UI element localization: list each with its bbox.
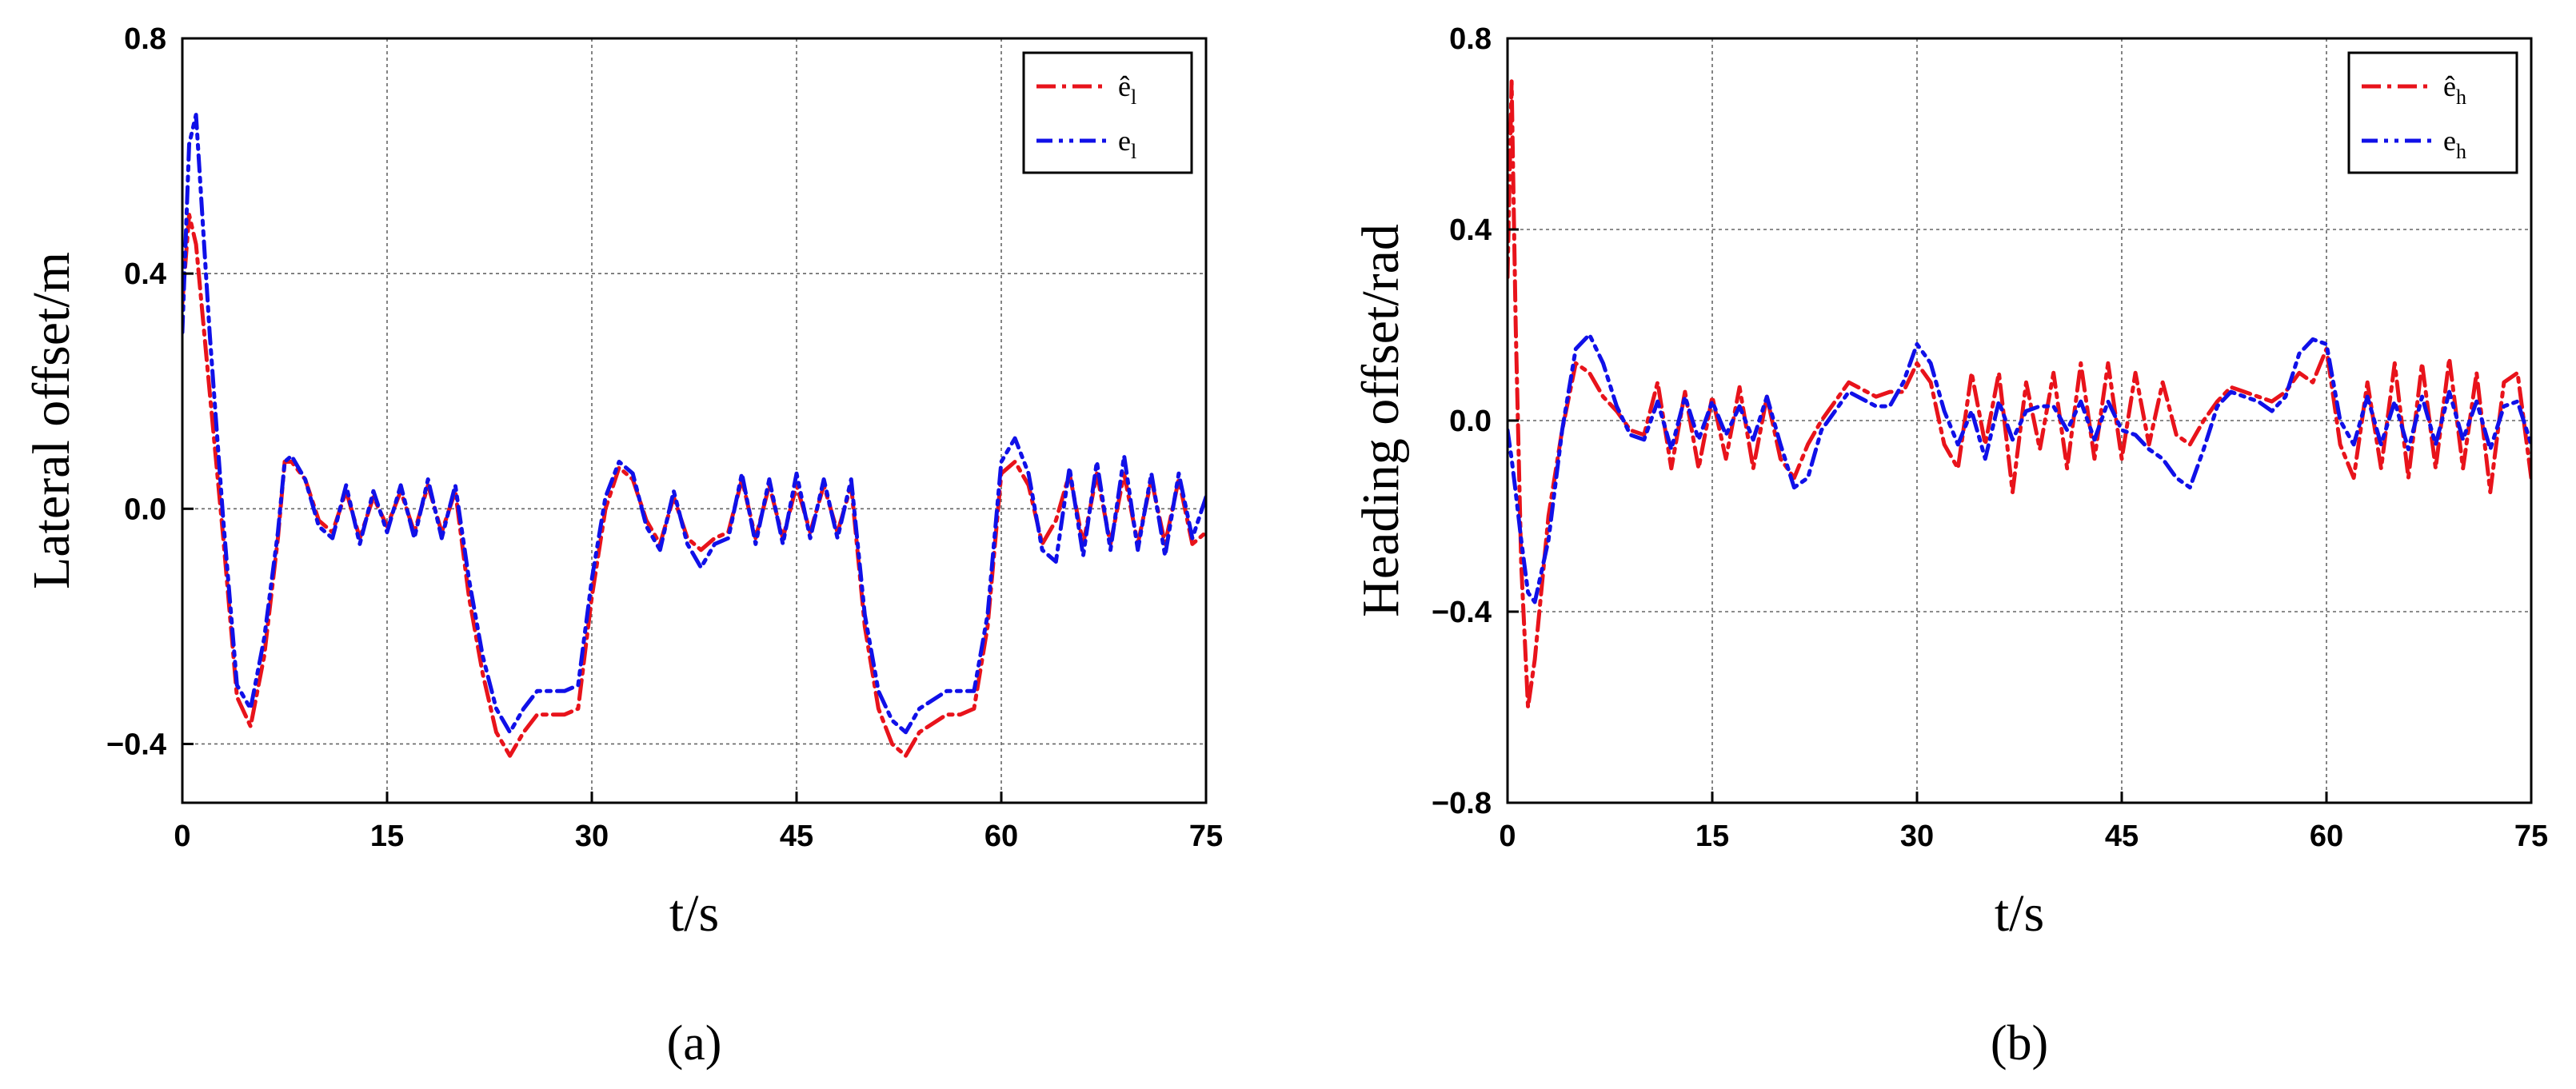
y-tick-label: −0.8 [1432, 787, 1492, 820]
x-tick-label: 45 [780, 820, 813, 853]
series-line-actual [1508, 333, 2531, 604]
legend: êh eh [2347, 51, 2518, 174]
x-tick-label: 30 [1900, 820, 1934, 853]
panel-label: (b) [1991, 1016, 2048, 1071]
y-axis-title: Heading offset/rad [1352, 224, 1410, 617]
x-tick-label: 0 [174, 820, 190, 853]
x-tick-label: 0 [1499, 820, 1516, 853]
series-line-estimated [182, 213, 1206, 758]
chart-panel-a: 0 15 30 45 60 75 −0.4 0.0 0.4 0.8 t/s Lateral offse… [22, 22, 1223, 1071]
x-tick-label: 60 [2310, 820, 2343, 853]
legend-label: el [1118, 125, 1136, 163]
y-tick-label: 0.4 [1449, 213, 1492, 247]
y-tick-label: 0.0 [124, 493, 166, 526]
x-tick-label: 15 [1695, 820, 1729, 853]
y-tick-label: 0.8 [124, 22, 166, 56]
series-line-actual [182, 113, 1206, 735]
x-tick-label: 15 [370, 820, 404, 853]
y-axis-title: Lateral offset/m [22, 252, 81, 589]
legend-label: êl [1118, 70, 1136, 109]
legend: êl el [1022, 51, 1193, 174]
legend-box [2347, 51, 2518, 174]
x-tick-label: 75 [1189, 820, 1223, 853]
x-axis-title: t/s [669, 884, 719, 943]
chart-panel-b: 0 15 30 45 60 75 −0.8 −0.4 0.0 0.4 0.8 t/s Heading o… [1352, 22, 2548, 1071]
plot-frame [181, 37, 1208, 804]
y-tick-label: 0.8 [1449, 22, 1492, 56]
panel-label: (a) [667, 1016, 722, 1071]
x-axis-title: t/s [1995, 884, 2044, 943]
legend-label: êh [2443, 70, 2466, 109]
y-tick-label: 0.0 [1449, 405, 1492, 438]
x-tick-label: 45 [2105, 820, 2139, 853]
series-line-estimated [1508, 79, 2531, 709]
y-tick-label: 0.4 [124, 257, 166, 291]
x-tick-label: 60 [984, 820, 1018, 853]
x-tick-label: 30 [575, 820, 609, 853]
y-tick-label: −0.4 [106, 728, 166, 761]
legend-label: eh [2443, 125, 2466, 163]
y-tick-label: −0.4 [1432, 596, 1492, 629]
legend-box [1022, 51, 1193, 174]
x-tick-label: 75 [2514, 820, 2548, 853]
